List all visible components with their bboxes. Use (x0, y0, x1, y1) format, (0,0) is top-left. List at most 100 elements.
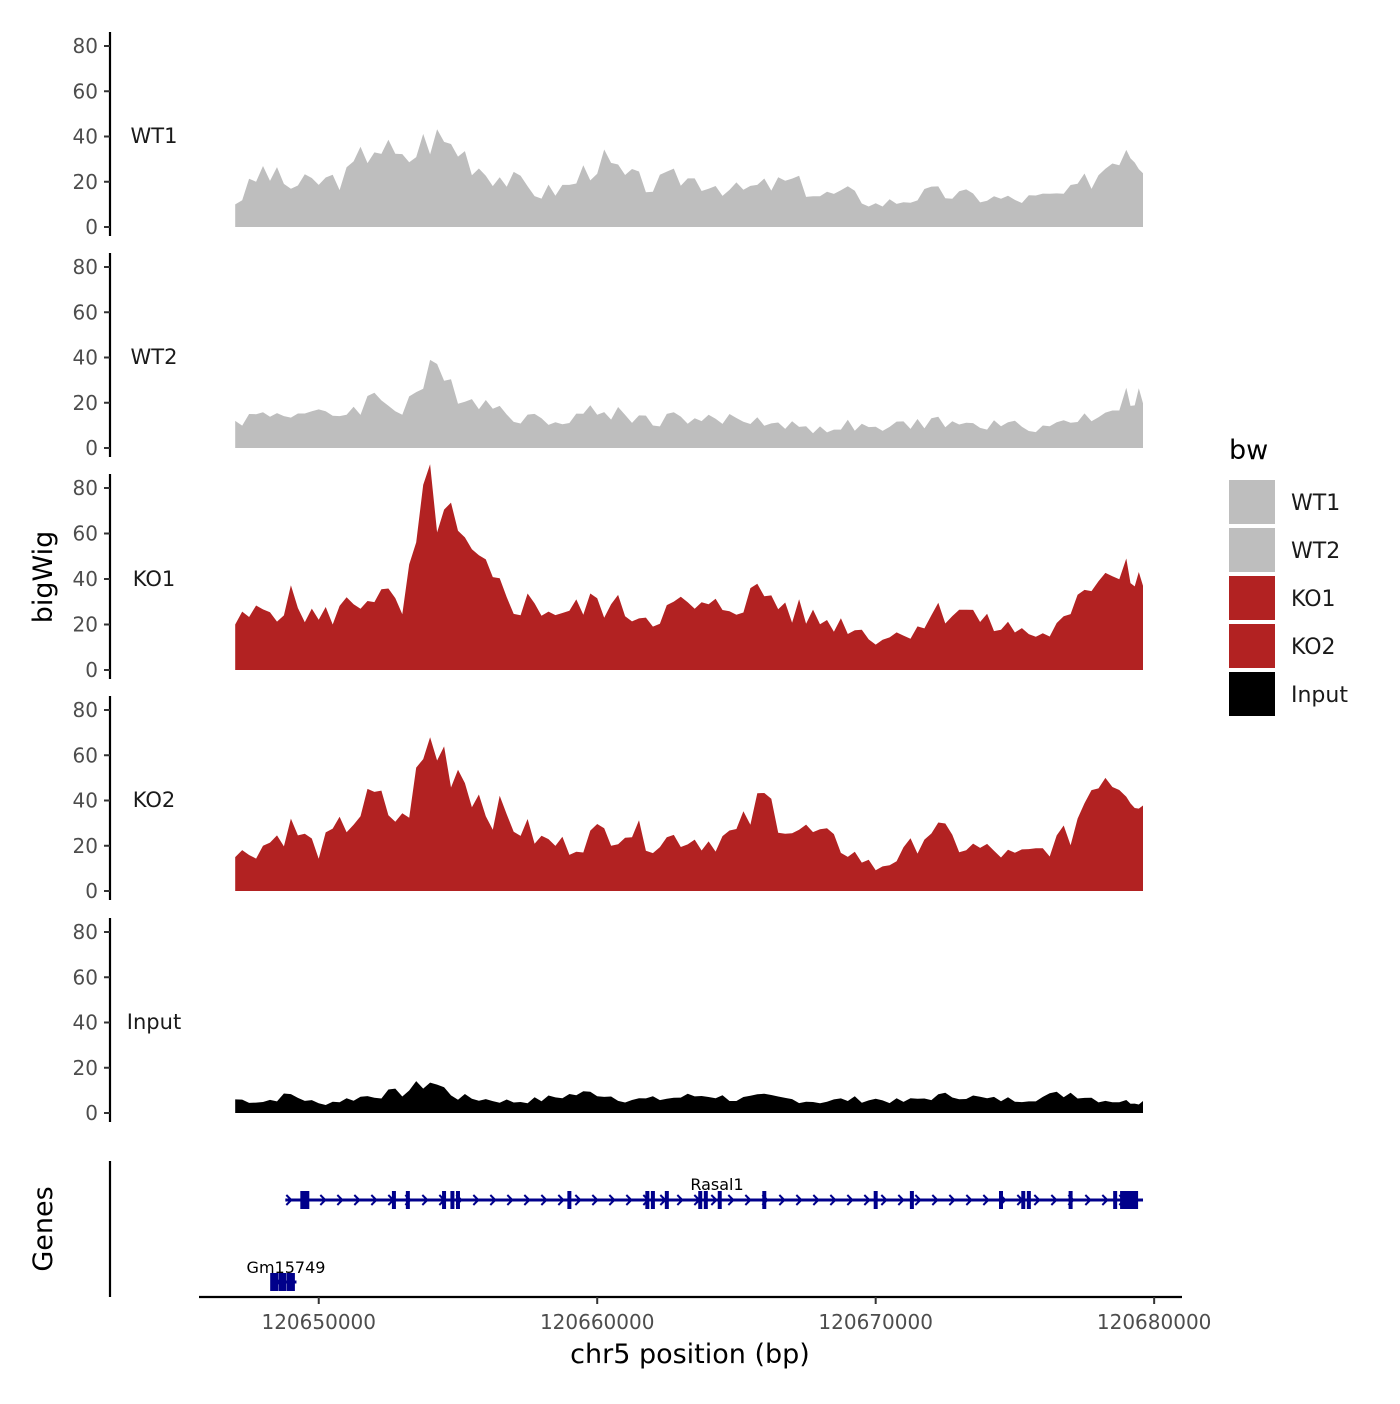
gene-rasal1: Rasal1 (285, 1175, 1144, 1209)
y-tick-label-ko2-40: 40 (73, 789, 98, 813)
y-tick-label-ko1-0: 0 (85, 658, 98, 682)
exon-rasal1-7 (645, 1191, 650, 1209)
y-tick-label-ko2-80: 80 (73, 698, 98, 722)
strand-arrow (795, 1194, 803, 1206)
exon-rasal1-11 (703, 1191, 708, 1209)
y-axis-title: bigWig (28, 531, 59, 624)
exon-rasal1-19 (1068, 1191, 1073, 1209)
strand-arrow (914, 1194, 922, 1206)
legend-label-input: Input (1291, 683, 1348, 708)
strand-arrow (710, 1194, 718, 1206)
x-tick-label-120680000: 120680000 (1097, 1310, 1212, 1334)
exon-rasal1-13 (762, 1191, 767, 1209)
area-ko1 (235, 464, 1143, 670)
y-tick-label-ko1-40: 40 (73, 567, 98, 591)
y-tick-label-wt1-60: 60 (73, 79, 98, 103)
exon-rasal1-8 (650, 1191, 655, 1209)
strand-arrow (353, 1194, 361, 1206)
y-tick-label-ko2-20: 20 (73, 834, 98, 858)
strand-arrow (285, 1194, 293, 1206)
legend-label-wt2: WT2 (1291, 539, 1340, 564)
y-axis-input: 0 20 40 60 80 (73, 918, 112, 1125)
area-ko2 (235, 737, 1143, 891)
track-label-wt1: WT1 (131, 124, 178, 148)
strand-arrow (982, 1194, 990, 1206)
legend-key-ko1 (1229, 576, 1275, 620)
area-wt1 (235, 129, 1143, 227)
legend-item-wt2: WT2 (1229, 528, 1340, 572)
strand-arrow (829, 1194, 837, 1206)
exon-rasal1-10 (698, 1191, 703, 1209)
y-axis-wt1: 0 20 40 60 80 (73, 32, 112, 239)
y-tick-label-ko1-20: 20 (73, 613, 98, 637)
strand-arrow (574, 1194, 582, 1206)
gene-gm15749: Gm15749 (247, 1258, 326, 1291)
strand-arrow (540, 1194, 548, 1206)
strand-arrow (489, 1194, 497, 1206)
exon-rasal1-9 (664, 1191, 669, 1209)
track-panel-wt1: WT1 (131, 124, 1143, 227)
strand-arrow (744, 1194, 752, 1206)
y-tick-label-ko2-0: 0 (85, 879, 98, 903)
exon-gm15749-2 (286, 1273, 295, 1291)
y-axis-wt2: 0 20 40 60 80 (73, 253, 112, 460)
strand-arrow (778, 1194, 786, 1206)
strand-arrow (625, 1194, 633, 1206)
y-tick-label-ko1-60: 60 (73, 522, 98, 546)
y-tick-label-input-20: 20 (73, 1056, 98, 1080)
strand-arrow (931, 1194, 939, 1206)
strand-arrow (608, 1194, 616, 1206)
y-tick-label-input-0: 0 (85, 1101, 98, 1125)
y-tick-label-input-40: 40 (73, 1011, 98, 1035)
strand-arrow (506, 1194, 514, 1206)
exon-gm15749-0 (270, 1273, 279, 1291)
y-tick-label-input-80: 80 (73, 920, 98, 944)
exon-rasal1-1 (391, 1191, 396, 1209)
strand-arrow (591, 1194, 599, 1206)
x-axis: 120650000 120660000 120670000 120680000 chr… (199, 1295, 1212, 1370)
exon-rasal1-12 (717, 1191, 722, 1209)
y-tick-label-wt1-40: 40 (73, 125, 98, 149)
x-tick-label-120650000: 120650000 (261, 1310, 376, 1334)
y-tick-label-input-60: 60 (73, 965, 98, 989)
legend-item-ko2: KO2 (1229, 624, 1336, 668)
strand-arrow (1084, 1194, 1092, 1206)
legend-item-wt1: WT1 (1229, 480, 1340, 524)
track-panel-ko2: KO2 (133, 737, 1143, 891)
legend: bw WT1 WT2 KO1 KO2 Input (1229, 435, 1348, 716)
exon-rasal1-15 (909, 1191, 914, 1209)
strand-arrow (1033, 1194, 1041, 1206)
strand-arrow (846, 1194, 854, 1206)
track-panel-input: Input (127, 1010, 1143, 1113)
y-tick-label-wt2-80: 80 (73, 255, 98, 279)
exon-rasal1-6 (567, 1191, 572, 1209)
strand-arrow (1050, 1194, 1058, 1206)
strand-arrow (965, 1194, 973, 1206)
strand-arrow (1101, 1194, 1109, 1206)
legend-label-ko2: KO2 (1291, 635, 1336, 660)
y-tick-label-wt2-40: 40 (73, 346, 98, 370)
y-tick-label-wt1-20: 20 (73, 170, 98, 194)
exon-rasal1-5 (455, 1191, 460, 1209)
genes-axis-title: Genes (28, 1186, 59, 1271)
exon-rasal1-21 (1120, 1191, 1139, 1209)
track-panel-wt2: WT2 (131, 345, 1143, 448)
y-axis-ko2: 0 20 40 60 80 (73, 696, 112, 903)
strand-arrow (370, 1194, 378, 1206)
y-tick-label-wt1-80: 80 (73, 34, 98, 58)
y-axes: 0 20 40 60 80 0 20 40 60 80 0 20 40 60 80 0 20 40 60 80 0 20 4… (73, 32, 112, 1125)
gene-label-gm15749: Gm15749 (247, 1258, 326, 1277)
genes-panel: Genes Rasal1 Gm15749 (28, 1161, 1144, 1297)
strand-arrow (948, 1194, 956, 1206)
strand-arrow (863, 1194, 871, 1206)
legend-key-input (1229, 672, 1275, 716)
area-wt2 (235, 359, 1143, 448)
track-label-ko1: KO1 (133, 567, 176, 591)
strand-arrow (727, 1194, 735, 1206)
gene-label-rasal1: Rasal1 (690, 1175, 743, 1194)
exon-rasal1-16 (998, 1191, 1003, 1209)
x-axis-title: chr5 position (bp) (570, 1339, 810, 1370)
track-label-wt2: WT2 (131, 345, 178, 369)
